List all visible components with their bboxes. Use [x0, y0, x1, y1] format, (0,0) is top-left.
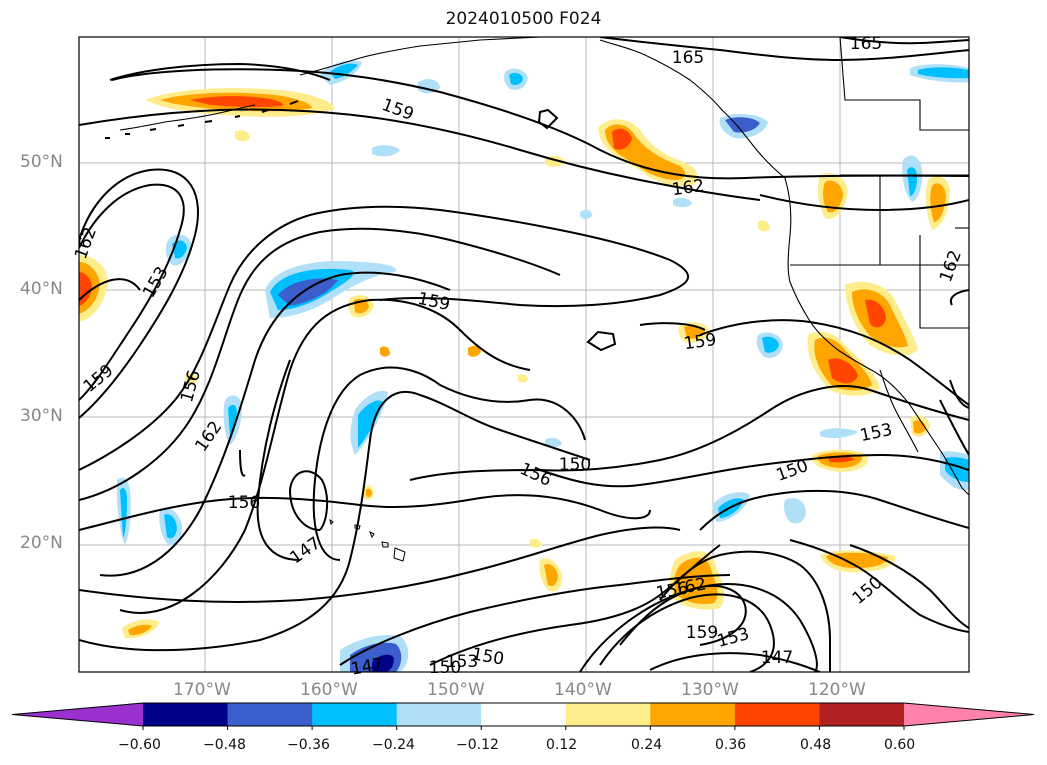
colorbar-tick: −0.24: [372, 737, 415, 753]
contour-label: 156: [517, 459, 555, 491]
contour-label: 159: [416, 289, 452, 315]
colorbar-tick: −0.12: [456, 737, 499, 753]
contour-label-text: 162: [71, 225, 101, 262]
colorbar: [11, 702, 1035, 730]
contour-label-text: 165: [850, 34, 882, 54]
hawaii-islands: [329, 518, 406, 562]
contour-label-text: 147: [349, 654, 384, 679]
lon-label-130w: 130°W: [681, 680, 739, 700]
colorbar-bin: [143, 703, 229, 726]
colorbar-tick: −0.48: [203, 737, 246, 753]
contour-label: 150: [849, 573, 887, 609]
contour-label: 162: [71, 225, 101, 262]
colorbar-tick: −0.36: [287, 737, 330, 753]
contour-label-text: 159: [683, 330, 718, 354]
contour-label-text: 153: [139, 263, 173, 301]
contour-label-text: 156: [228, 493, 260, 513]
contour-label: 159: [379, 95, 416, 125]
lat-label-20n: 20°N: [20, 533, 63, 553]
aleutian-islands: [105, 100, 299, 139]
contour-label: 162: [191, 418, 226, 456]
colorbar-tick: 0.48: [800, 737, 832, 753]
contour-label-text: 159: [379, 95, 416, 125]
contour-label-text: 153: [446, 652, 478, 672]
colorbar-bin: [481, 703, 567, 726]
contour-label: 150: [559, 455, 591, 475]
colorbar-tick: 0.36: [715, 737, 747, 753]
lon-label-120w: 120°W: [808, 680, 866, 700]
axes-frame: [78, 36, 970, 673]
colorbar-bin: [396, 703, 482, 726]
colorbar-tick: −0.60: [118, 737, 161, 753]
contour-label: 153: [858, 420, 894, 446]
contour-label: 165: [672, 48, 704, 68]
colorbar-extend-max: [904, 703, 1034, 726]
colorbar-bin: [227, 703, 313, 726]
contour-label-text: 165: [672, 48, 704, 68]
contour-label-text: 150: [774, 456, 811, 486]
contour-label: 147: [761, 648, 793, 668]
contour-label-text: 150: [559, 455, 591, 475]
height-contours: [79, 37, 969, 672]
contour-label: 162: [671, 176, 706, 200]
lat-label-40n: 40°N: [20, 279, 63, 299]
contour-label-text: 159: [686, 623, 718, 643]
contour-label: 153: [139, 263, 173, 301]
map-field: [79, 37, 969, 672]
contour-label-text: 153: [715, 624, 752, 652]
map-title: 2024010500 F024: [445, 9, 602, 29]
contour-label-text: 150: [429, 658, 461, 678]
contour-label: 159: [683, 330, 718, 354]
contour-label: 150: [774, 456, 811, 486]
colorbar-bin: [565, 703, 651, 726]
contour-label: 162: [936, 248, 966, 285]
colorbar-tick: 0.24: [631, 737, 663, 753]
contour-label-text: 162: [191, 418, 226, 456]
lat-label-50n: 50°N: [20, 152, 63, 172]
positive-shading: [79, 88, 950, 639]
contour-label: 147: [349, 654, 384, 679]
contour-label: 156: [228, 493, 260, 513]
contour-label-text: 162: [936, 248, 966, 285]
contour-label-text: 153: [858, 420, 894, 446]
lon-label-140w: 140°W: [554, 680, 612, 700]
contour-label-text: 150: [849, 573, 887, 609]
contour-label-text: 156: [517, 459, 555, 491]
lon-label-150w: 150°W: [427, 680, 485, 700]
colorbar-tick: 0.12: [546, 737, 578, 753]
colorbar-extend-min: [12, 703, 143, 726]
lat-label-30n: 30°N: [20, 406, 63, 426]
contour-label: 165: [850, 34, 882, 54]
contour-label: 153: [446, 652, 478, 672]
negative-shading: [116, 60, 969, 672]
contour-label-text: 159: [416, 289, 452, 315]
colorbar-tick: 0.60: [884, 737, 916, 753]
contour-label: 159: [686, 623, 718, 643]
contour-label-text: 147: [761, 648, 793, 668]
contour-label: 159: [80, 361, 118, 397]
colorbar-bin: [312, 703, 398, 726]
contour-label: 153: [715, 624, 752, 652]
colorbar-bin: [734, 703, 820, 726]
contour-label-text: 159: [80, 361, 118, 397]
lon-label-170w: 170°W: [173, 680, 231, 700]
contour-label-text: 162: [671, 176, 706, 200]
contour-label: 150: [429, 658, 461, 678]
lon-label-160w: 160°W: [300, 680, 358, 700]
colorbar-bin: [819, 703, 905, 726]
colorbar-bin: [650, 703, 736, 726]
